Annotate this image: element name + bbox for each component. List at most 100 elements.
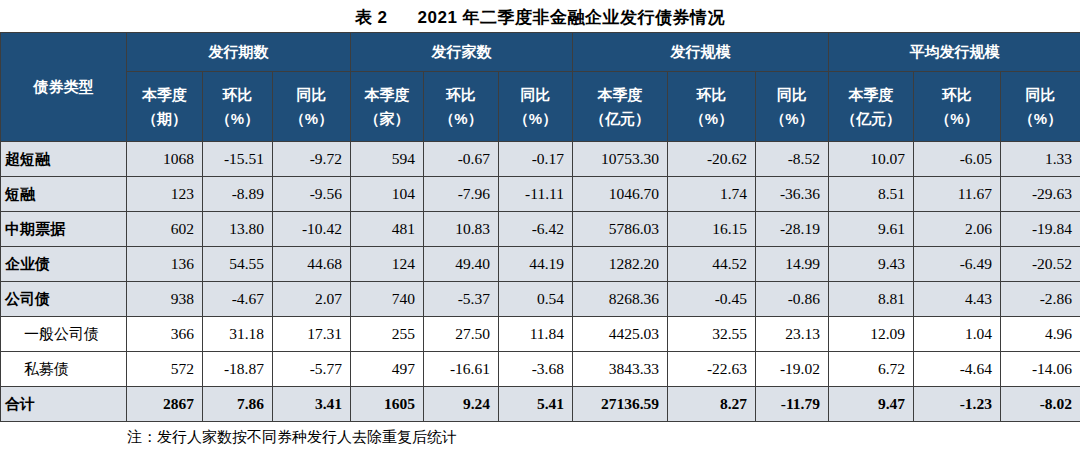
row-label: 短融 [1,177,127,212]
value-cell: 10.83 [424,212,499,247]
value-cell: 10753.30 [573,142,668,177]
column-header: 环比（%） [424,72,499,142]
value-cell: -6.05 [914,142,1001,177]
value-cell: 10.07 [829,142,914,177]
corner-header: 债券类型 [1,33,127,142]
column-header-line2: （家） [352,107,422,130]
value-cell: 8268.36 [573,282,668,317]
column-header: 同比（%） [1001,72,1080,142]
value-cell: 938 [127,282,203,317]
value-cell: -9.72 [273,142,351,177]
table-row: 企业债13654.5544.6812449.4044.191282.2044.5… [1,247,1080,282]
column-header: 本季度（期） [127,72,203,142]
value-cell: 2867 [127,387,203,422]
table-caption: 表 22021 年二季度非金融企业发行债券情况 [0,0,1080,32]
value-cell: 0.54 [499,282,573,317]
value-cell: 23.13 [756,317,829,352]
value-cell: -10.42 [273,212,351,247]
value-cell: -2.86 [1001,282,1080,317]
value-cell: 2.07 [273,282,351,317]
table-row: 短融123-8.89-9.56104-7.96-11.111046.701.74… [1,177,1080,212]
column-header: 环比（%） [668,72,756,142]
column-header-line1: 环比 [669,83,754,106]
value-cell: -0.86 [756,282,829,317]
column-header-line2: （%） [274,107,349,130]
value-cell: 497 [351,352,424,387]
value-cell: 16.15 [668,212,756,247]
table-row: 私募债572-18.87-5.77497-16.61-3.683843.33-2… [1,352,1080,387]
table-header: 债券类型发行期数发行家数发行规模平均发行规模 本季度（期）环比（%）同比（%）本… [1,33,1080,142]
column-group-header: 发行家数 [351,33,573,72]
value-cell: -1.23 [914,387,1001,422]
value-cell: -7.96 [424,177,499,212]
value-cell: 1068 [127,142,203,177]
column-header: 本季度（家） [351,72,424,142]
row-label: 超短融 [1,142,127,177]
value-cell: 9.24 [424,387,499,422]
bond-issuance-table: 债券类型发行期数发行家数发行规模平均发行规模 本季度（期）环比（%）同比（%）本… [0,32,1080,422]
value-cell: 44.68 [273,247,351,282]
value-cell: 32.55 [668,317,756,352]
value-cell: 572 [127,352,203,387]
column-header: 本季度（亿元） [829,72,914,142]
value-cell: 123 [127,177,203,212]
value-cell: -0.45 [668,282,756,317]
column-header-line1: 环比 [915,83,999,106]
value-cell: 481 [351,212,424,247]
value-cell: -16.61 [424,352,499,387]
column-header-line2: （亿元） [830,107,912,130]
value-cell: 11.67 [914,177,1001,212]
value-cell: -5.77 [273,352,351,387]
value-cell: -0.17 [499,142,573,177]
header-sub-row: 本季度（期）环比（%）同比（%）本季度（家）环比（%）同比（%）本季度（亿元）环… [1,72,1080,142]
column-header-line2: （%） [757,107,827,130]
row-label: 公司债 [1,282,127,317]
value-cell: 9.47 [829,387,914,422]
value-cell: -8.02 [1001,387,1080,422]
value-cell: 9.43 [829,247,914,282]
value-cell: -3.68 [499,352,573,387]
value-cell: -4.64 [914,352,1001,387]
value-cell: -18.87 [203,352,273,387]
table-row: 一般公司债36631.1817.3125527.5011.844425.0332… [1,317,1080,352]
value-cell: -20.52 [1001,247,1080,282]
column-header-line2: （%） [1002,107,1079,130]
column-group-header: 发行规模 [573,33,829,72]
value-cell: 1.04 [914,317,1001,352]
column-header-line1: 同比 [500,83,571,106]
column-header-line1: 本季度 [830,83,912,106]
row-label: 中期票据 [1,212,127,247]
table-row: 合计28677.863.4116059.245.4127136.598.27-1… [1,387,1080,422]
value-cell: -5.37 [424,282,499,317]
value-cell: -11.11 [499,177,573,212]
value-cell: 124 [351,247,424,282]
column-header-line2: （期） [128,107,201,130]
column-header: 同比（%） [756,72,829,142]
value-cell: -15.51 [203,142,273,177]
report-page: 表 22021 年二季度非金融企业发行债券情况 债券类型发行期数发行家数发行规模… [0,0,1080,451]
value-cell: -28.19 [756,212,829,247]
value-cell: 8.81 [829,282,914,317]
value-cell: 31.18 [203,317,273,352]
row-label: 一般公司债 [1,317,127,352]
footnote: 注：发行人家数按不同券种发行人去除重复后统计 [127,427,1080,449]
value-cell: -20.62 [668,142,756,177]
value-cell: 27.50 [424,317,499,352]
value-cell: 13.80 [203,212,273,247]
value-cell: 4425.03 [573,317,668,352]
column-header-line2: （%） [669,107,754,130]
column-header-line1: 本季度 [574,83,666,106]
header-group-row: 债券类型发行期数发行家数发行规模平均发行规模 [1,33,1080,72]
value-cell: 1.74 [668,177,756,212]
column-group-header: 发行期数 [127,33,351,72]
row-label: 合计 [1,387,127,422]
value-cell: 44.19 [499,247,573,282]
value-cell: 255 [351,317,424,352]
value-cell: -14.06 [1001,352,1080,387]
value-cell: -8.52 [756,142,829,177]
value-cell: 4.96 [1001,317,1080,352]
value-cell: 49.40 [424,247,499,282]
value-cell: -8.89 [203,177,273,212]
value-cell: 17.31 [273,317,351,352]
value-cell: 136 [127,247,203,282]
